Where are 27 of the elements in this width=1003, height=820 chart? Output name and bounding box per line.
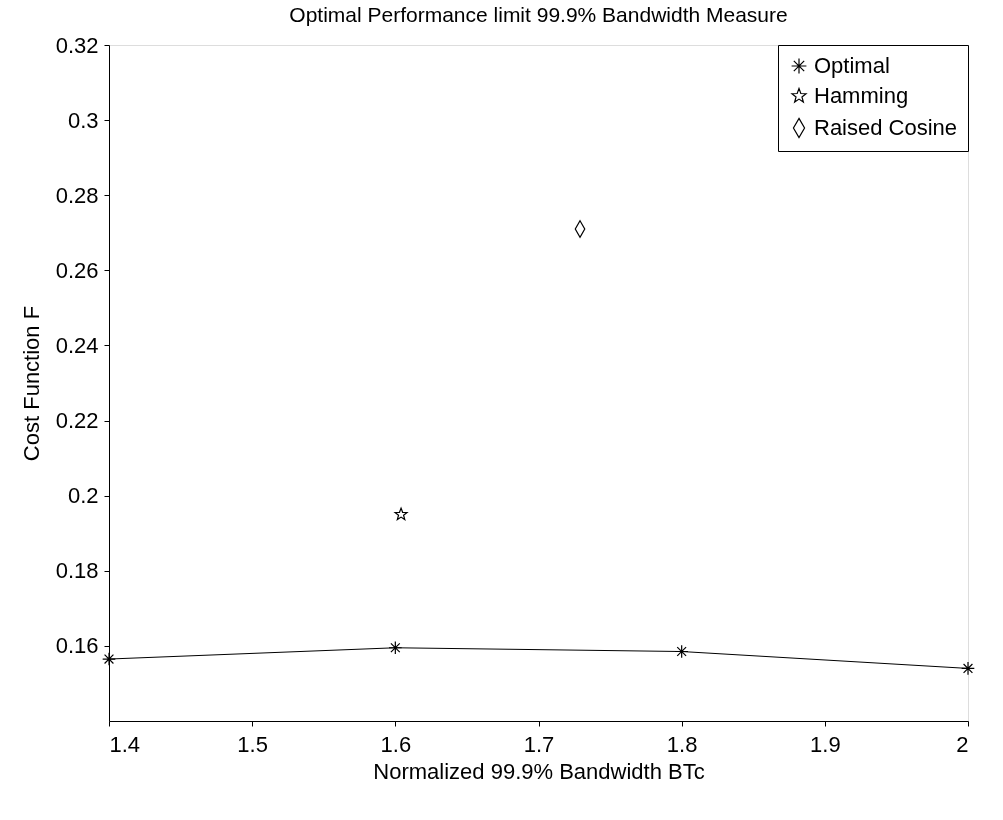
y-tick-label: 0.28 [55,182,99,208]
y-tick-label: 0.18 [55,558,99,584]
point [388,640,403,655]
chart-title: Optimal Performance limit 99.9% Bandwidth Measure [289,3,788,26]
point [102,652,116,666]
x-axis-title: Normalized 99.9% Bandwidth BTc [373,758,705,784]
y-tick-label: 0.32 [55,32,99,58]
point [961,661,975,676]
legend-label: Optimal [814,53,890,78]
x-tick-label: 1.6 [380,731,412,757]
legend-label: Raised Cosine [814,115,958,140]
x-tick-label: 1.9 [810,731,841,757]
y-tick-label: 0.3 [67,107,99,133]
y-tick-label: 0.16 [55,633,99,659]
y-tick-label: 0.26 [55,257,99,283]
y-tick-label: 0.22 [55,408,99,434]
point [394,507,408,521]
x-tick-label: 1.8 [666,731,698,757]
x-tick-label: 1.5 [237,731,268,757]
y-tick-label: 0.24 [55,332,99,358]
x-tick-label: 1.4 [109,731,141,757]
y-axis-title: Cost Function F [18,305,44,462]
legend-label: Hamming [814,83,909,108]
x-tick-label: 2 [956,731,969,757]
point [674,644,689,659]
x-tick-label: 1.7 [523,731,555,757]
y-tick-label: 0.2 [67,483,99,509]
